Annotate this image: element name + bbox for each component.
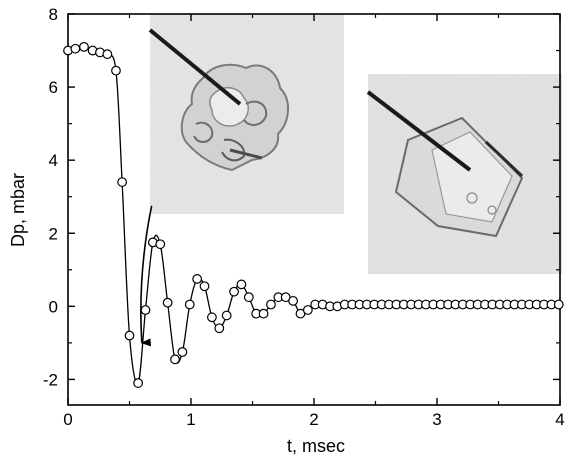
needle-1 (148, 28, 242, 106)
data-point (70, 43, 81, 54)
data-point (258, 308, 269, 319)
data-point (184, 299, 195, 310)
y-tick-label: 0 (49, 297, 58, 316)
data-point (162, 297, 173, 308)
data-point (124, 330, 135, 341)
x-tick-label: 0 (63, 410, 72, 429)
data-markers (63, 41, 564, 388)
inset-photo-faceted-crystal (366, 74, 562, 274)
data-point (302, 305, 313, 315)
data-point (117, 177, 128, 187)
needle-2 (366, 90, 472, 172)
data-point (192, 274, 203, 284)
y-tick-label: -2 (43, 370, 58, 389)
y-tick-label: 4 (49, 151, 58, 170)
data-point (229, 286, 239, 297)
data-point (553, 299, 564, 310)
x-axis-label: t, msec (287, 436, 345, 456)
y-axis-label: Dp, mbar (8, 173, 28, 247)
data-point (266, 299, 276, 310)
data-point (133, 378, 144, 388)
data-point (207, 312, 217, 323)
data-point (170, 354, 180, 365)
y-tick-label: 2 (49, 224, 58, 243)
data-point (214, 323, 225, 334)
data-point (111, 65, 121, 76)
y-tick-label: 6 (49, 78, 58, 97)
data-point (79, 41, 89, 52)
data-point (221, 310, 232, 321)
inset-photo-rough-crystal (148, 14, 344, 214)
rough-crystal-shape (180, 63, 289, 172)
x-tick-label: 2 (309, 410, 318, 429)
annotation-arrow (140, 205, 153, 347)
x-tick-label: 3 (432, 410, 441, 429)
data-point (288, 295, 298, 306)
data-point (177, 347, 188, 357)
data-point (199, 281, 210, 292)
y-tick-label: 8 (49, 5, 58, 24)
data-point (236, 279, 247, 290)
x-tick-label: 4 (555, 410, 564, 429)
x-tick-label: 1 (186, 410, 195, 429)
data-point (243, 292, 254, 303)
data-point (102, 49, 113, 60)
data-point (155, 239, 166, 250)
data-point (140, 305, 151, 315)
annotations (140, 205, 153, 347)
